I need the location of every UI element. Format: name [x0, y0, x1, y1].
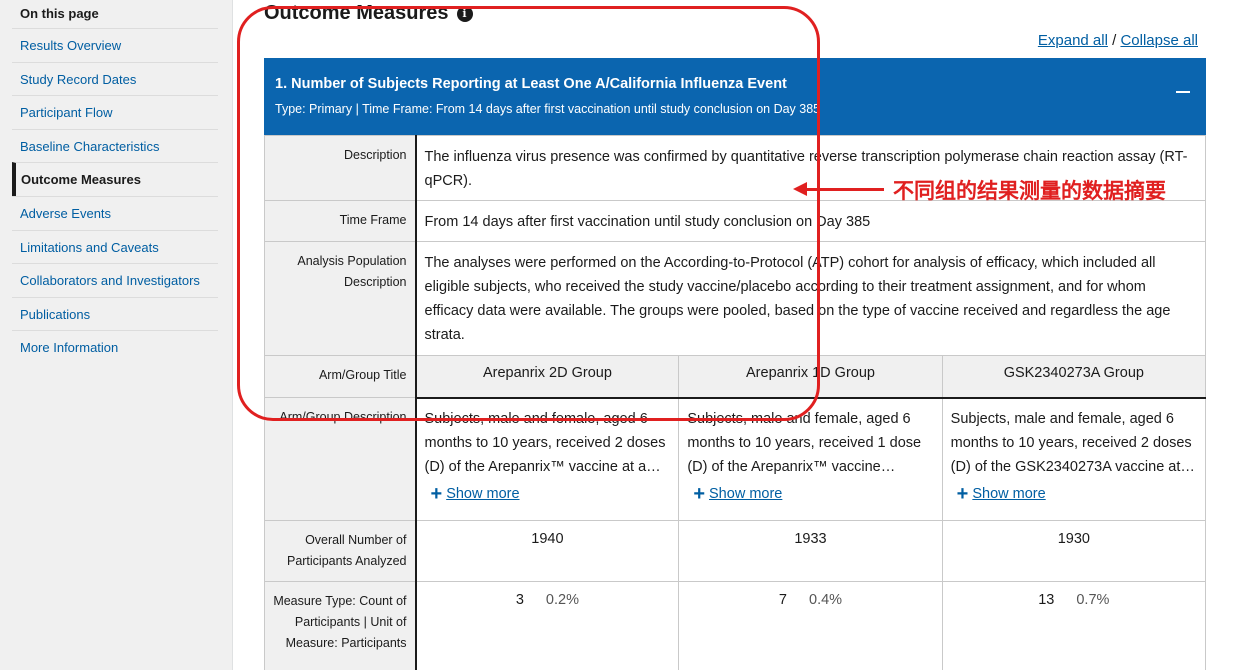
group-desc-cell-2: Subjects, male and female, aged 6 months… — [678, 397, 943, 521]
expand-all-link[interactable]: Expand all — [1037, 32, 1108, 49]
table-row: Arm/Group Description Subjects, male and… — [264, 397, 1207, 521]
show-more-label: Show more — [972, 485, 1046, 502]
info-icon[interactable]: i — [456, 5, 473, 22]
sidebar-item-collaborators-and-investigators[interactable]: Collaborators and Investigators — [12, 263, 218, 297]
group-desc-1: Subjects, male and female, aged 6 months… — [424, 410, 666, 475]
time-frame-label: Time Frame — [264, 200, 417, 242]
sidebar-item-adverse-events[interactable]: Adverse Events — [12, 195, 218, 230]
group-desc-label: Arm/Group Description — [264, 397, 417, 521]
sidebar-item-results-overview[interactable]: Results Overview — [12, 28, 218, 62]
sidebar-item-publications[interactable]: Publications — [12, 296, 218, 331]
overall-value-2: 1933 — [678, 520, 943, 582]
count-value-3: 13 — [1038, 592, 1055, 608]
sidebar-item-more-information[interactable]: More Information — [12, 330, 218, 364]
measure-cell-2: 7 0.4% — [678, 581, 943, 670]
population-value: The analyses were performed on the Accor… — [415, 241, 1206, 356]
show-more-button[interactable]: + Show more — [693, 482, 933, 506]
show-more-button[interactable]: + Show more — [957, 482, 1197, 506]
sidebar-item-outcome-measures[interactable]: Outcome Measures — [12, 162, 218, 196]
sidebar-title: On this page — [20, 6, 99, 21]
show-more-label: Show more — [446, 485, 520, 502]
group-desc-cell-3: Subjects, male and female, aged 6 months… — [941, 397, 1207, 521]
sidebar-item-study-record-dates[interactable]: Study Record Dates — [12, 61, 218, 96]
measure-cell-1: 3 0.2% — [414, 581, 680, 670]
annotation-arrow-line — [800, 188, 884, 191]
minus-icon[interactable] — [1176, 91, 1190, 93]
plus-icon: + — [956, 482, 969, 505]
table-row: Analysis Population Description The anal… — [264, 241, 1206, 356]
group-desc-3: Subjects, male and female, aged 6 months… — [950, 410, 1195, 475]
sidebar: On this page Results Overview Study Reco… — [0, 0, 233, 670]
sidebar-item-limitations-and-caveats[interactable]: Limitations and Caveats — [12, 229, 218, 264]
count-value-1: 3 — [515, 592, 524, 608]
group-title-1: Arepanrix 2D Group — [414, 355, 680, 399]
group-title-label: Arm/Group Title — [264, 355, 417, 398]
outcome-type-line: Type: Primary | Time Frame: From 14 days… — [275, 102, 821, 116]
description-label: Description — [264, 135, 417, 201]
page-heading: Outcome Measures i — [264, 2, 473, 25]
population-label: Analysis Population Description — [264, 241, 417, 356]
collapse-all-link[interactable]: Collapse all — [1120, 32, 1198, 49]
outcome-title: 1. Number of Subjects Reporting at Least… — [275, 76, 787, 92]
annotation-text: 不同组的结果测量的数据摘要 — [893, 179, 1166, 203]
page-heading-text: Outcome Measures — [264, 2, 449, 24]
table-row: Overall Number of Participants Analyzed … — [264, 520, 1207, 582]
show-more-label: Show more — [709, 485, 783, 502]
sidebar-item-baseline-characteristics[interactable]: Baseline Characteristics — [12, 128, 218, 163]
expand-separator: / — [1112, 32, 1117, 49]
overall-value-1: 1940 — [414, 520, 680, 582]
measure-cell-3: 13 0.7% — [941, 581, 1207, 670]
sidebar-item-participant-flow[interactable]: Participant Flow — [12, 95, 218, 129]
pct-value-1: 0.2% — [545, 592, 579, 608]
show-more-button[interactable]: + Show more — [431, 482, 671, 506]
pct-value-3: 0.7% — [1076, 592, 1110, 608]
group-desc-2: Subjects, male and female, aged 6 months… — [687, 410, 922, 475]
expand-collapse-controls: Expand all / Collapse all — [1038, 32, 1198, 49]
group-title-2: Arepanrix 1D Group — [678, 355, 943, 399]
group-title-3: GSK2340273A Group — [941, 355, 1207, 399]
table-row: Time Frame From 14 days after first vacc… — [264, 200, 1206, 242]
table-row: Measure Type: Count of Participants | Un… — [264, 581, 1207, 670]
overall-value-3: 1930 — [941, 520, 1207, 582]
arrow-left-icon — [793, 182, 807, 196]
measure-label: Measure Type: Count of Participants | Un… — [264, 581, 417, 670]
table-row: Arm/Group Title Arepanrix 2D Group Arepa… — [264, 355, 1207, 399]
pct-value-2: 0.4% — [809, 592, 843, 608]
plus-icon: + — [693, 482, 706, 505]
outcome-panel-header[interactable]: 1. Number of Subjects Reporting at Least… — [264, 58, 1206, 135]
count-value-2: 7 — [778, 592, 787, 608]
time-frame-value: From 14 days after first vaccination unt… — [415, 200, 1206, 242]
plus-icon: + — [430, 482, 443, 505]
overall-label: Overall Number of Participants Analyzed — [264, 520, 417, 582]
outcome-table: Description The influenza virus presence… — [264, 135, 1207, 670]
group-desc-cell-1: Subjects, male and female, aged 6 months… — [414, 397, 680, 521]
main-content: Outcome Measures i Expand all / Collapse… — [233, 0, 1241, 670]
